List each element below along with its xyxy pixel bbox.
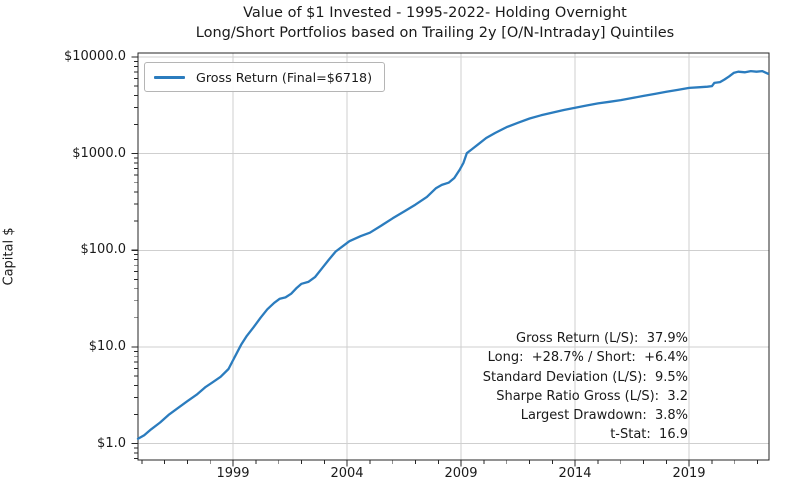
stat-drawdown: Largest Drawdown: 3.8%: [520, 408, 688, 424]
legend-box: Gross Return (Final=$6718): [144, 62, 386, 92]
gross-return-line: [136, 69, 770, 440]
plot-border: [137, 52, 770, 461]
y-tick-10: $10.0: [88, 339, 126, 354]
title-block: Value of $1 Invested - 1995-2022- Holdin…: [100, 3, 770, 43]
x-tick-2004: 2004: [330, 466, 364, 481]
y-tick-1: $1.0: [97, 436, 126, 451]
x-tick-2019: 2019: [672, 466, 706, 481]
stat-std-dev: Standard Deviation (L/S): 9.5%: [482, 369, 688, 385]
legend-label: Gross Return (Final=$6718): [196, 69, 373, 85]
y-tick-10000: $10000.0: [63, 49, 126, 64]
y-tick-1000: $1000.0: [72, 146, 126, 161]
chart-title: Value of $1 Invested - 1995-2022- Holdin…: [243, 5, 627, 21]
chart-subtitle: Long/Short Portfolios based on Trailing …: [195, 25, 675, 41]
x-tick-2014: 2014: [558, 466, 592, 481]
stat-gross-return: Gross Return (L/S): 37.9%: [516, 331, 688, 346]
x-tick-1999: 1999: [216, 466, 250, 481]
stat-long-short: Long: +28.7% / Short: +6.4%: [487, 350, 688, 366]
y-tick-100: $100.0: [80, 242, 127, 257]
tick-marks: [131, 56, 759, 467]
stat-tstat: t-Stat: 16.9: [610, 427, 688, 443]
stats-box: Gross Return (L/S): 37.9% Long: +28.7% /…: [483, 329, 688, 445]
gridlines: [138, 53, 769, 460]
stat-sharpe: Sharpe Ratio Gross (L/S): 3.2: [496, 388, 688, 404]
legend-line-swatch: [154, 75, 185, 79]
x-tick-2009: 2009: [444, 466, 478, 481]
